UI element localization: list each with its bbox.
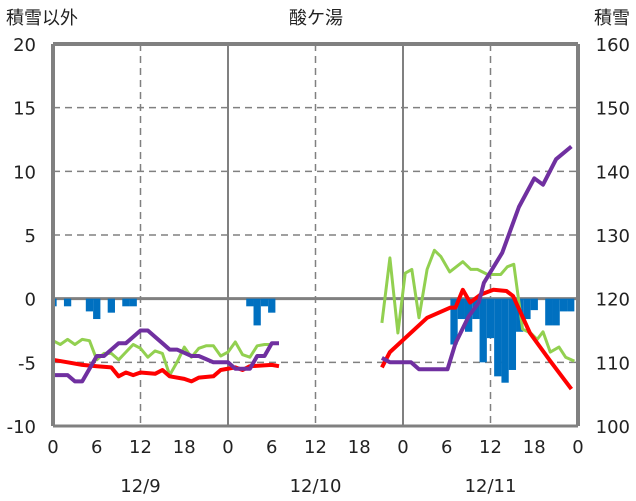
bars [54, 298, 575, 383]
snow-bar [501, 298, 509, 383]
snow-bar [545, 298, 553, 326]
right-tick-label: 150 [596, 99, 630, 120]
snow-bar [479, 298, 487, 363]
right-tick-label: 120 [596, 290, 630, 311]
snow-bar [246, 298, 254, 307]
left-tick-label: -10 [7, 417, 36, 438]
snow-bar [54, 298, 57, 307]
snow-bar [450, 298, 458, 345]
purple-series-line [380, 144, 573, 372]
x-tick-label: 12 [479, 437, 502, 458]
snow-bar [93, 298, 101, 320]
left-tick-label: 15 [13, 99, 36, 120]
snow-bar [567, 298, 575, 312]
x-tick-label: 12 [304, 437, 327, 458]
right-tick-label: 110 [596, 353, 630, 374]
left-tick-label: -5 [18, 353, 36, 374]
x-tick-label: 0 [572, 437, 583, 458]
right-tick-label: 130 [596, 226, 630, 247]
right-tick-label: 100 [596, 417, 630, 438]
date-label: 12/10 [290, 476, 342, 497]
green-series-line [52, 337, 272, 377]
right-tick-label: 140 [596, 162, 630, 183]
snow-bar [129, 298, 137, 307]
left-tick-label: 0 [25, 290, 36, 311]
snow-bar [530, 298, 538, 311]
chart-title: 酸ケ湯 [289, 8, 343, 29]
green-series-line [380, 248, 576, 363]
grid [53, 44, 578, 426]
x-tick-label: 6 [91, 437, 102, 458]
left-tick-label: 10 [13, 162, 36, 183]
left-axis-label: 積雪以外 [6, 8, 78, 29]
red-series-line [380, 287, 573, 391]
x-tick-label: 18 [348, 437, 371, 458]
snow-bar [559, 298, 568, 312]
snow-bar [107, 298, 115, 313]
right-tick-label: 160 [596, 35, 630, 56]
x-tick-label: 18 [523, 437, 546, 458]
date-label: 12/11 [465, 476, 517, 497]
snow-bar [523, 298, 531, 320]
plot-frame [51, 42, 580, 428]
left-tick-label: 5 [25, 226, 36, 247]
snow-bar [494, 298, 502, 377]
snow-bar [486, 298, 495, 339]
date-label: 12/9 [120, 476, 160, 497]
snow-bar [85, 298, 94, 312]
x-tick-label: 0 [397, 437, 408, 458]
lines [52, 144, 576, 391]
snow-bar [552, 298, 560, 326]
snow-bar [260, 298, 269, 307]
right-axis-label: 積雪 [594, 8, 630, 29]
x-tick-label: 0 [47, 437, 58, 458]
left-tick-label: 20 [13, 35, 36, 56]
snow-bar [63, 298, 72, 307]
x-tick-label: 12 [129, 437, 152, 458]
snow-bar [508, 298, 517, 370]
snow-bar [122, 298, 130, 307]
x-tick-label: 18 [173, 437, 196, 458]
purple-series-line [53, 328, 279, 384]
x-tick-label: 0 [222, 437, 233, 458]
x-tick-label: 6 [441, 437, 452, 458]
snow-bar [268, 298, 276, 313]
snow-bar [457, 298, 465, 320]
x-tick-label: 6 [266, 437, 277, 458]
snow-bar [253, 298, 261, 326]
